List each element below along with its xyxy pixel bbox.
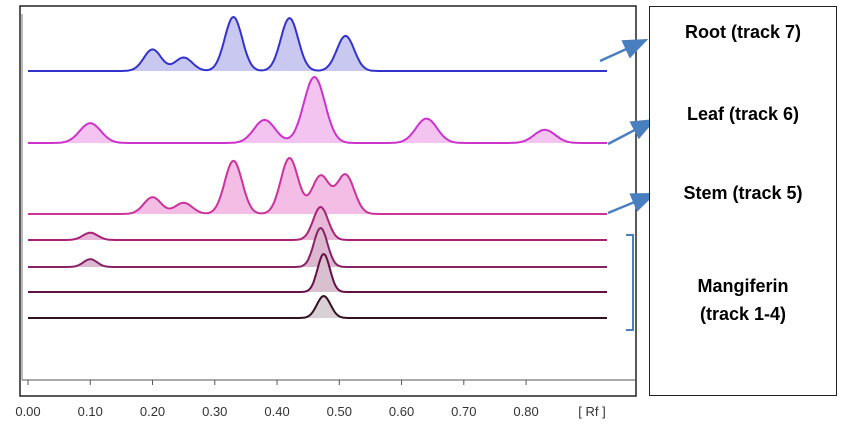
track-4-area xyxy=(28,207,607,240)
track-5 xyxy=(28,227,607,268)
track-6-line xyxy=(28,253,607,293)
track-1 xyxy=(28,15,607,72)
arrow-2 xyxy=(607,118,657,146)
track-6-area xyxy=(28,254,607,292)
track-3-line xyxy=(28,156,607,215)
x-tick-label: 0.20 xyxy=(140,404,165,419)
tracks-layer xyxy=(28,15,607,319)
track-label-panel: Root (track 7) Leaf (track 6) Stem (trac… xyxy=(649,6,837,396)
x-tick-label: 0.10 xyxy=(78,404,103,419)
track-4 xyxy=(28,205,607,241)
track-5-area xyxy=(28,228,607,267)
track-7-line xyxy=(28,295,607,319)
track-2 xyxy=(28,75,607,144)
arrow-3 xyxy=(607,192,657,215)
arrow-1 xyxy=(599,38,649,63)
x-tick-label: 0.40 xyxy=(264,404,289,419)
label-mangiferin: Mangiferin xyxy=(697,276,789,296)
track-7-area xyxy=(28,296,607,318)
x-axis-label: [ Rf ] xyxy=(578,404,605,419)
x-tick-label: 0.60 xyxy=(389,404,414,419)
label-leaf: Leaf (track 6) xyxy=(686,104,800,124)
x-tick-label: 0.80 xyxy=(513,404,538,419)
x-tick-label: 0.30 xyxy=(202,404,227,419)
x-tick-label: 0.50 xyxy=(327,404,352,419)
label-mangiferin-tracks: (track 1-4) xyxy=(699,304,787,324)
track-1-line xyxy=(28,15,607,72)
track-3-area xyxy=(28,158,607,214)
x-ticks: 0.00 0.10 0.20 0.30 0.40 0.50 0.60 0.70 0.80 [ Rf… xyxy=(15,380,606,419)
annotation-arrows xyxy=(599,38,657,215)
label-root: Root (track 7) xyxy=(684,22,801,42)
track-2-line xyxy=(28,75,607,144)
track-2-area xyxy=(28,77,607,143)
track-7 xyxy=(28,295,607,319)
track-6 xyxy=(28,253,607,293)
label-stem: Stem (track 5) xyxy=(683,183,803,203)
mangiferin-bracket xyxy=(626,234,634,331)
track-3 xyxy=(28,156,607,215)
x-tick-label: 0.70 xyxy=(451,404,476,419)
x-tick-label: 0.00 xyxy=(15,404,40,419)
track-4-line xyxy=(28,205,607,241)
track-5-line xyxy=(28,227,607,268)
